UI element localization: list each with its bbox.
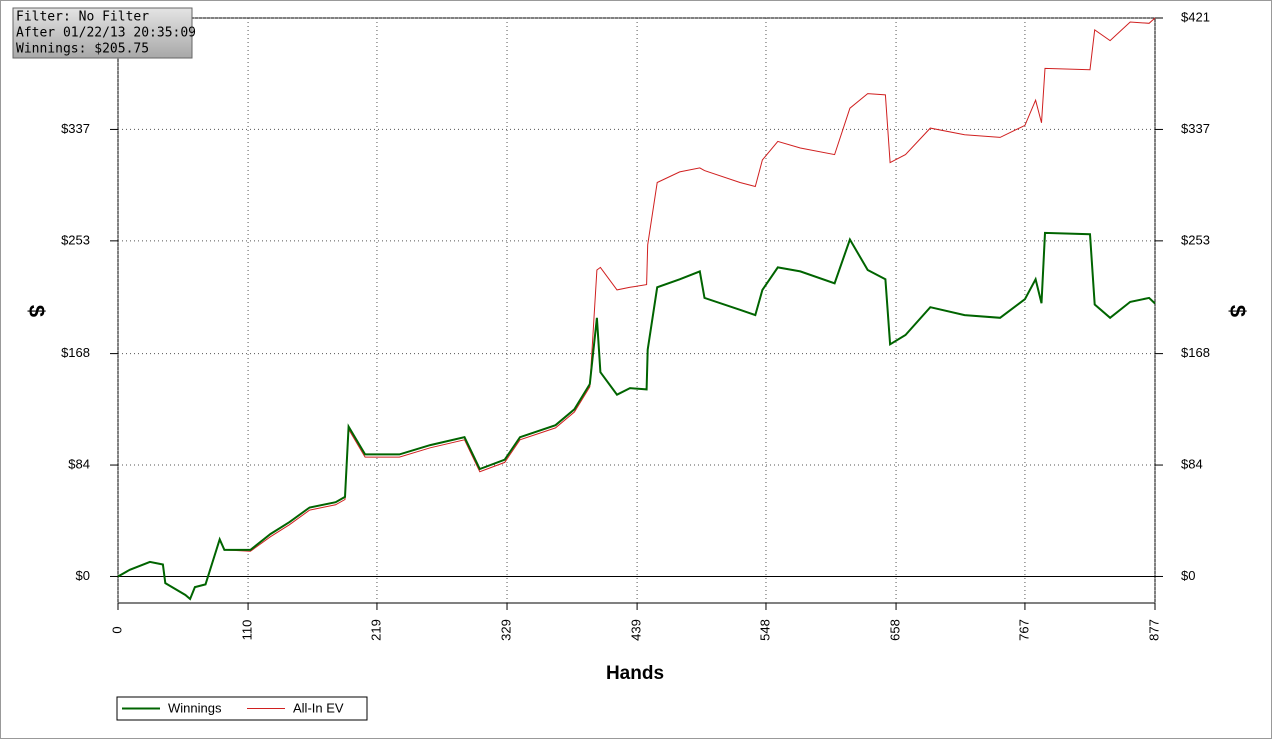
legend-label: Winnings xyxy=(168,700,222,715)
y2-tick-label: $168 xyxy=(1181,345,1210,360)
x-tick-label: 658 xyxy=(887,619,902,641)
x-axis-label: Hands xyxy=(606,663,664,684)
y2-tick-label: $253 xyxy=(1181,232,1210,247)
x-tick-label: 877 xyxy=(1146,619,1161,641)
x-tick-label: 439 xyxy=(629,619,644,641)
x-tick-label: 0 xyxy=(109,626,124,633)
y2-axis-label: $ xyxy=(1225,305,1250,317)
series-line xyxy=(117,231,1156,601)
x-tick-label: 548 xyxy=(757,619,772,641)
y2-tick-label: $421 xyxy=(1181,9,1210,24)
x-tick-label: 110 xyxy=(240,620,255,641)
x-tick-label: 329 xyxy=(498,619,513,641)
y-tick-label: $84 xyxy=(68,456,90,471)
x-tick-label: 219 xyxy=(368,619,383,641)
y-tick-label: $337 xyxy=(61,121,90,136)
y-axis-label: $ xyxy=(24,305,49,317)
y2-tick-label: $0 xyxy=(1181,568,1195,583)
y-tick-label: $168 xyxy=(61,345,90,360)
info-text: Winnings: $205.75 xyxy=(16,42,149,57)
y-tick-label: $253 xyxy=(61,232,90,247)
x-tick-label: 767 xyxy=(1016,619,1031,641)
info-box xyxy=(12,7,193,59)
info-text: Filter: No Filter xyxy=(16,10,149,25)
y2-tick-label: $337 xyxy=(1181,121,1210,136)
legend-box xyxy=(116,696,368,721)
info-text: After 01/22/13 20:35:09 xyxy=(16,26,196,41)
y-tick-label: $0 xyxy=(76,568,90,583)
legend-label: All-In EV xyxy=(293,700,344,715)
y2-tick-label: $84 xyxy=(1181,456,1203,471)
